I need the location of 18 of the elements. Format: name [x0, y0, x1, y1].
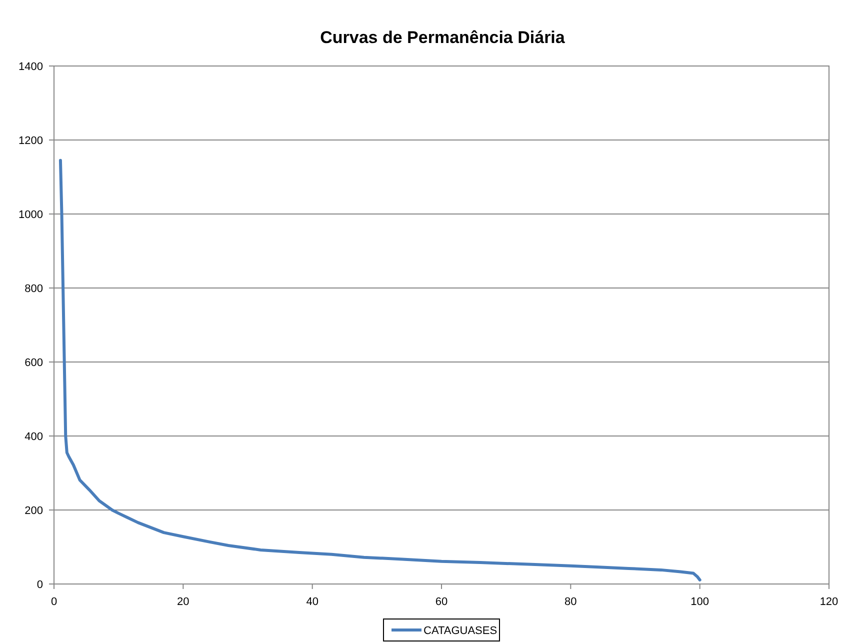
x-tick-label: 80	[564, 596, 577, 608]
y-tick-label: 1000	[18, 209, 43, 221]
x-tick-label: 100	[690, 596, 710, 608]
x-tick-label: 120	[820, 596, 838, 608]
chart-title: Curvas de Permanência Diária	[320, 28, 566, 47]
line-series	[58, 158, 702, 582]
y-tick-label: 400	[24, 431, 43, 443]
x-tick-label: 40	[306, 596, 318, 608]
x-tick-label: 20	[177, 596, 190, 608]
y-tick-label: 0	[36, 579, 43, 591]
y-tick-label: 600	[24, 357, 43, 369]
y-tick-label: 200	[24, 505, 43, 517]
y-tick-label: 1400	[18, 61, 43, 73]
legend-label: CATAGUASES	[424, 625, 498, 637]
y-tick-label: 1200	[18, 135, 43, 147]
x-tick-label: 0	[50, 596, 58, 608]
x-tick-label: 60	[435, 596, 448, 608]
y-tick-label: 800	[24, 283, 43, 295]
